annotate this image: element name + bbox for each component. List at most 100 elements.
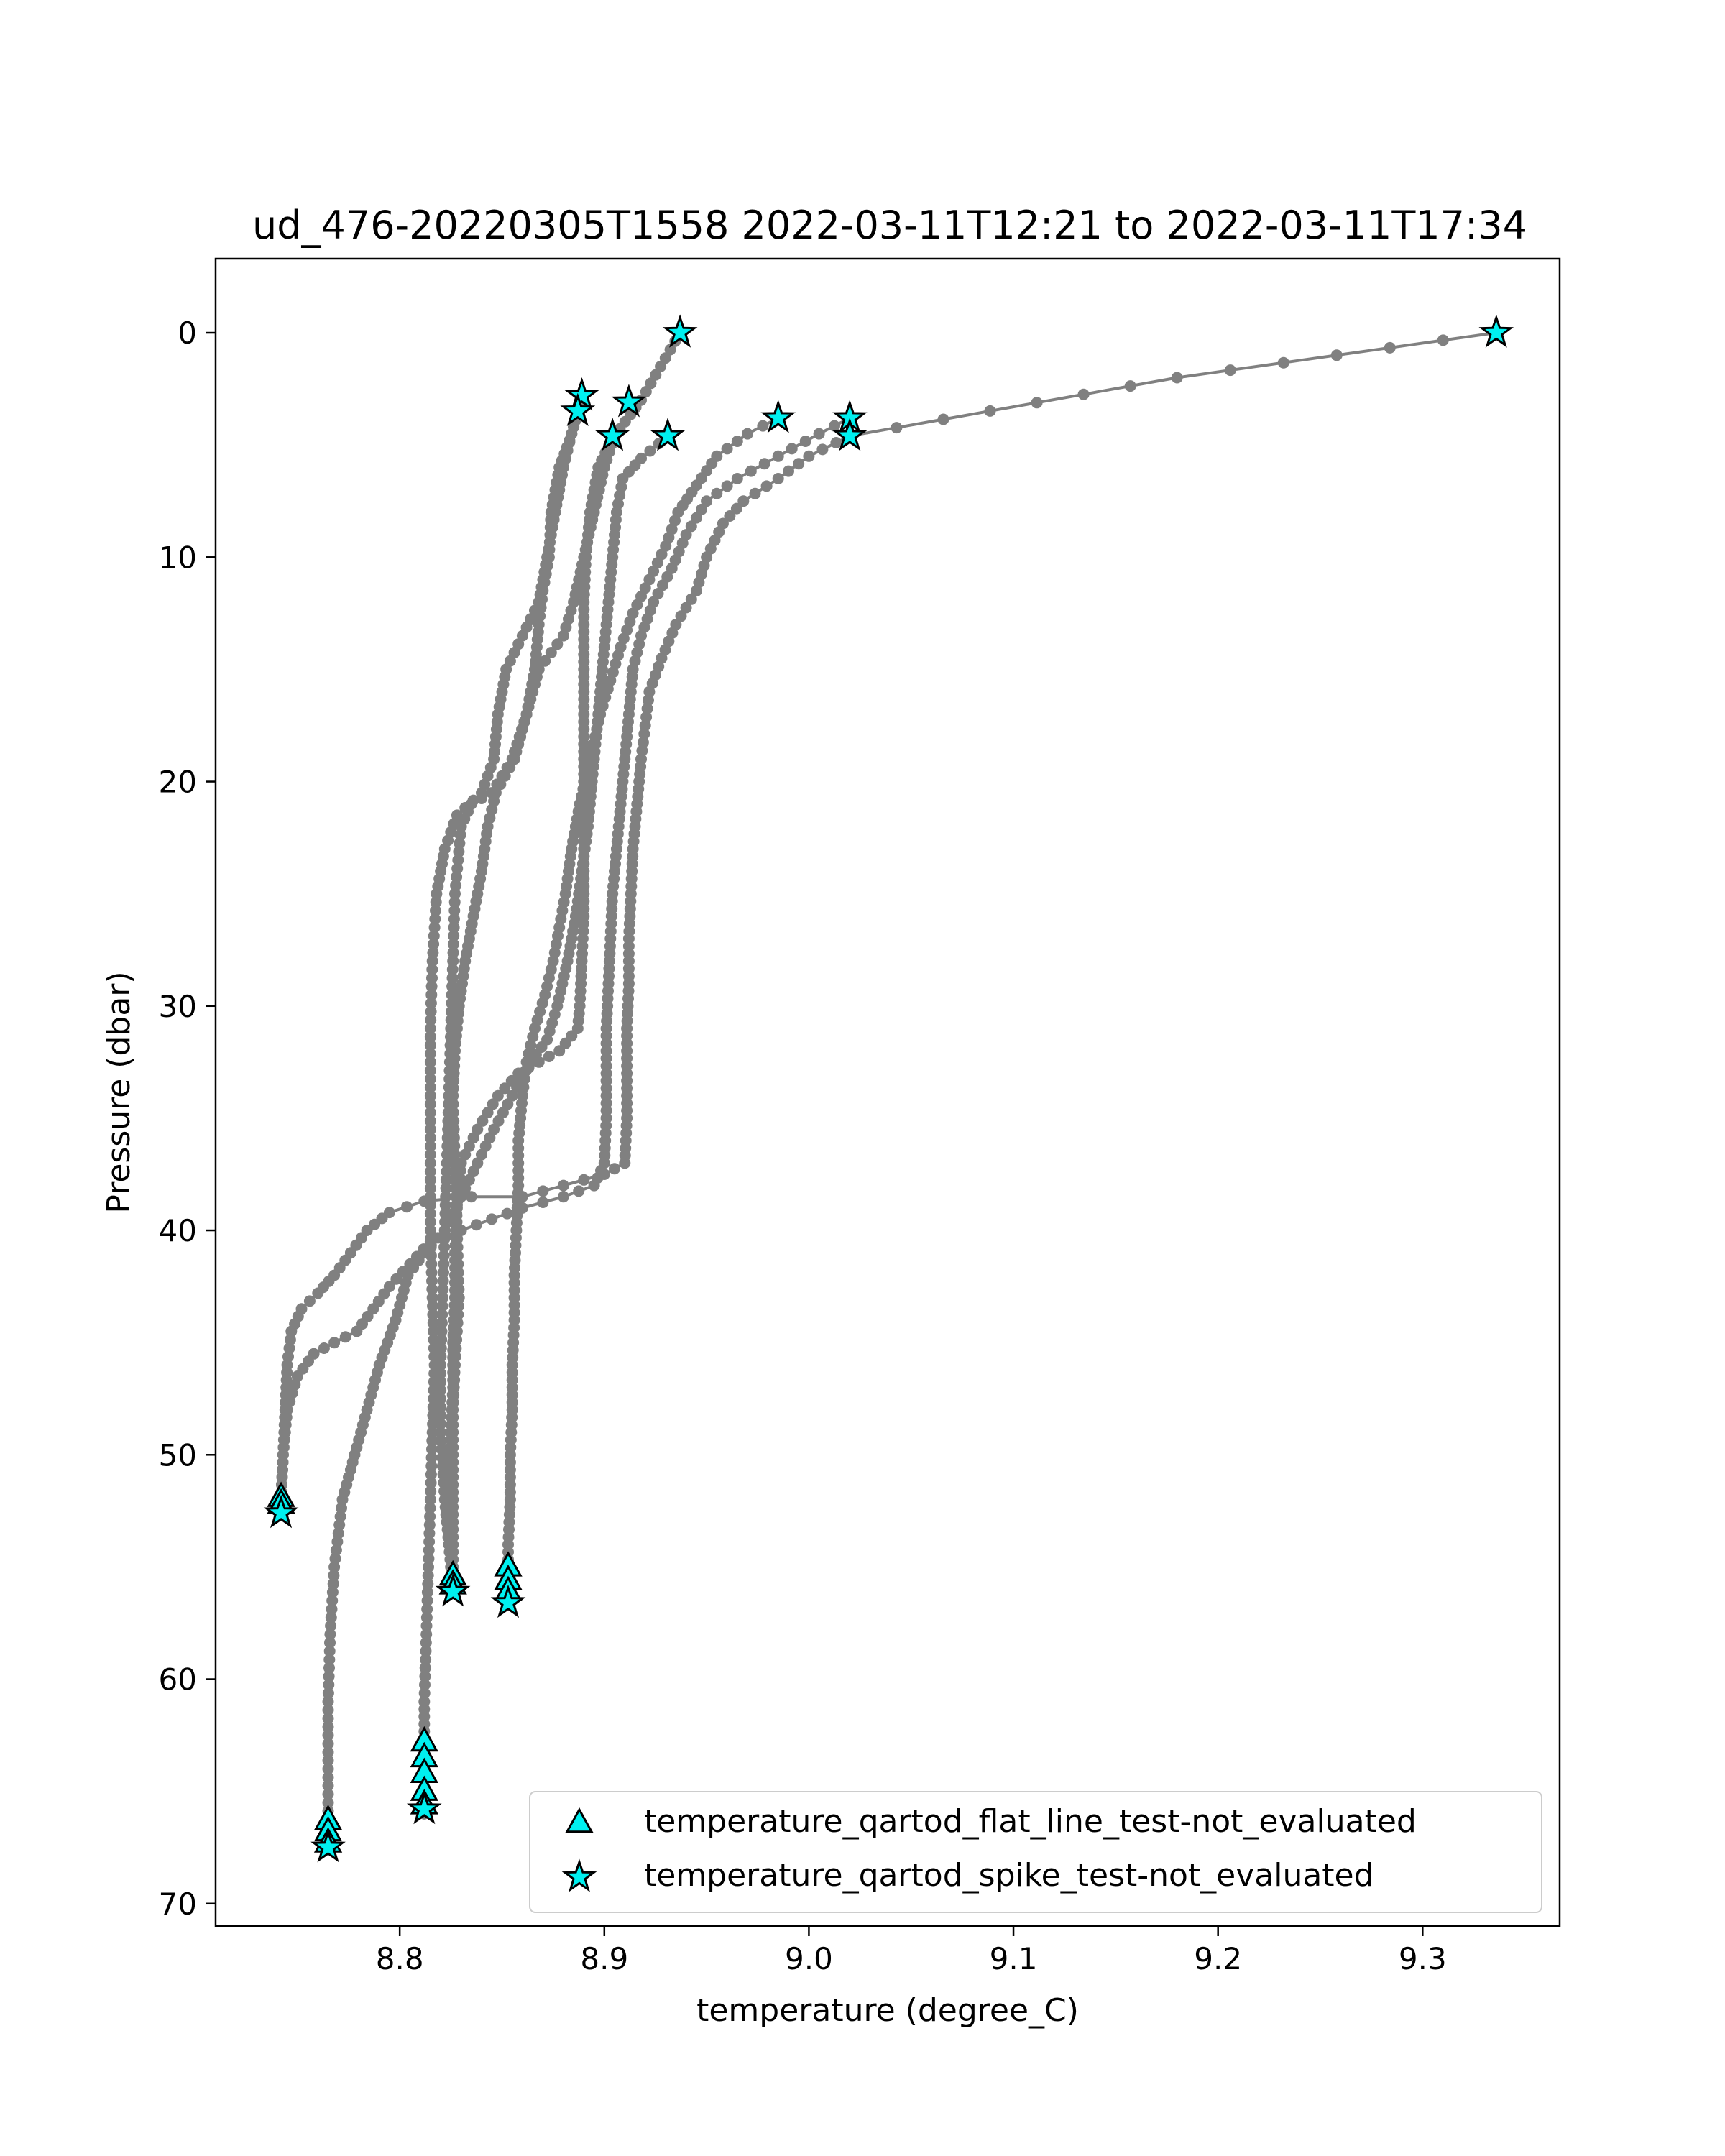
profile-point — [1171, 372, 1183, 384]
profile-point — [518, 1082, 530, 1093]
profile-point — [426, 964, 438, 975]
profile-point — [312, 1287, 324, 1299]
profile-point — [426, 1460, 438, 1472]
profile-point — [638, 728, 650, 740]
profile-point — [322, 1687, 334, 1699]
profile-point — [428, 1342, 440, 1354]
profile-point — [351, 1325, 363, 1337]
legend-label-flat-line: temperature_qartod_flat_line_test-not_ev… — [644, 1803, 1417, 1840]
x-tick-label: 9.1 — [990, 1941, 1038, 1976]
x-axis-label: temperature (degree_C) — [696, 1992, 1079, 2029]
profile-point — [329, 1552, 341, 1565]
profile-point — [424, 1107, 436, 1119]
profile-point — [609, 1163, 620, 1175]
profile-point — [326, 1603, 338, 1615]
x-tick-label: 9.0 — [785, 1941, 833, 1976]
profile-point — [430, 896, 442, 908]
profile-point — [324, 1636, 336, 1649]
profile-point — [450, 880, 462, 891]
profile-point — [427, 1300, 439, 1312]
profile-point — [721, 480, 733, 492]
profile-point — [598, 1169, 610, 1180]
x-tick-label: 9.3 — [1399, 1941, 1447, 1976]
profile-point — [427, 1409, 439, 1422]
profile-point — [441, 1157, 453, 1169]
profile-point — [427, 946, 439, 959]
profile-point — [436, 1317, 448, 1329]
chart-title: ud_476-20220305T1558 2022-03-11T12:21 to… — [252, 203, 1527, 248]
profile-point — [793, 458, 805, 470]
legend-marker-triangle — [565, 1807, 594, 1833]
profile-point — [639, 719, 651, 732]
profile-point — [518, 1073, 530, 1085]
profile-point — [467, 794, 479, 806]
profile-point — [455, 1225, 467, 1236]
profile-point — [325, 1620, 337, 1632]
profile-point — [426, 1275, 438, 1287]
profile-point — [829, 420, 840, 432]
profile-point — [419, 1670, 431, 1682]
profile-point — [451, 862, 464, 875]
profile-point — [423, 1552, 435, 1565]
profile-point — [428, 1359, 441, 1371]
profile-point — [424, 1098, 436, 1110]
profile-point — [426, 1443, 438, 1455]
profile-point — [449, 888, 461, 900]
profile-point — [675, 610, 687, 622]
profile-point — [436, 1443, 448, 1455]
profile-point — [446, 964, 459, 975]
profile-point — [508, 753, 520, 765]
profile-point — [799, 436, 811, 447]
profile-point — [327, 1577, 339, 1590]
profile-point — [451, 871, 463, 883]
profile-point — [426, 955, 438, 967]
profile-point — [428, 938, 440, 950]
profile-point — [339, 1331, 351, 1343]
profile-point — [482, 1107, 494, 1119]
profile-point — [424, 1207, 436, 1220]
star-marker — [564, 377, 599, 411]
profile-point — [701, 495, 713, 507]
legend-label-spike: temperature_qartod_spike_test-not_evalua… — [644, 1857, 1374, 1894]
profile-point — [448, 1148, 461, 1161]
profile-point — [557, 630, 569, 642]
profile-6 — [502, 412, 784, 1595]
profile-point — [435, 1427, 447, 1439]
y-tick-label: 50 — [159, 1437, 197, 1473]
profile-point — [685, 520, 697, 533]
profile-point — [749, 487, 761, 499]
profile-point — [1124, 380, 1136, 392]
profile-point — [452, 854, 464, 866]
profile-point — [428, 1350, 441, 1363]
profile-point — [424, 1511, 436, 1523]
profile-point — [937, 413, 949, 425]
profile-point — [421, 1586, 433, 1598]
profile-point — [420, 1611, 433, 1623]
profile-point — [322, 1763, 334, 1775]
profile-point — [492, 1115, 505, 1127]
profile-point — [424, 1216, 436, 1228]
profile-point — [422, 1570, 434, 1582]
profile-point — [537, 1197, 549, 1208]
profile-point — [448, 1140, 461, 1152]
profile-point — [436, 1325, 448, 1337]
profile-point — [436, 1309, 448, 1321]
star-marker — [1478, 314, 1514, 348]
profile-point — [501, 1207, 513, 1220]
profile-point — [426, 972, 438, 984]
profile-point — [326, 1586, 339, 1598]
profile-point — [448, 930, 460, 942]
profile-point — [891, 422, 903, 434]
profile-point — [578, 1174, 590, 1186]
profile-point — [424, 1064, 436, 1077]
profile-point — [427, 1401, 439, 1413]
profile-point — [520, 1064, 532, 1077]
profile-point — [322, 1779, 334, 1792]
profile-point — [424, 1174, 436, 1186]
profile-point — [423, 1536, 436, 1548]
profile-point — [334, 1511, 346, 1523]
profile-point — [428, 1368, 441, 1380]
profile-point — [448, 1123, 460, 1135]
profile-point — [322, 1704, 334, 1716]
